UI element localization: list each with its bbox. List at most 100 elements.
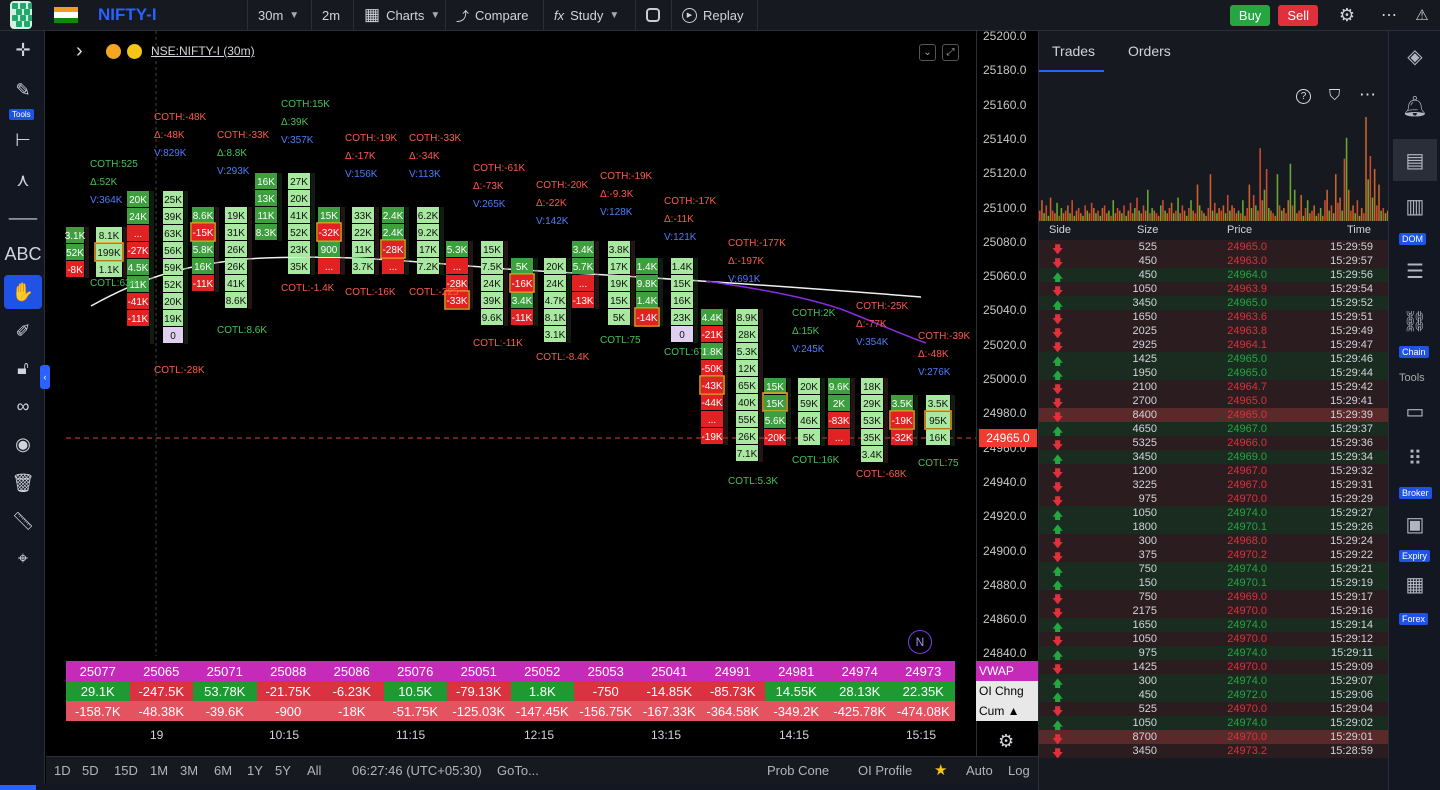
buy-button[interactable]: Buy (1229, 4, 1271, 26)
trade-row[interactable]: 🡇 1650 24963.6 15:29:51 (1039, 310, 1389, 326)
trade-row[interactable]: 🡅 1425 24965.0 15:29:46 (1039, 352, 1389, 368)
more-horizontal-icon[interactable]: ⋯ (1359, 85, 1376, 104)
prob-cone-button[interactable]: Prob Cone (767, 763, 830, 778)
range-1d[interactable]: 1D (54, 763, 71, 778)
trade-row[interactable]: 🡅 1650 24974.0 15:29:14 (1039, 618, 1389, 634)
lock-icon[interactable]: 🔓︎ (17, 357, 29, 378)
horizontal-line-icon[interactable]: ⸺ (7, 208, 39, 228)
apps-grid-icon[interactable]: ⠿ (1407, 447, 1423, 470)
measure-icon[interactable]: ⊢ (15, 129, 31, 150)
collapse-icon[interactable]: ⌄ (919, 44, 936, 61)
trade-row[interactable]: 🡇 525 24970.0 15:29:04 (1039, 702, 1389, 718)
dom-icon[interactable]: ▥ (1405, 195, 1425, 218)
study-dropdown[interactable]: fx Study ▼ (544, 0, 636, 31)
trade-row[interactable]: 🡇 5325 24966.0 15:29:36 (1039, 436, 1389, 452)
interval-dropdown[interactable]: 30m ▼ (248, 0, 312, 31)
range-all[interactable]: All (307, 763, 322, 778)
range-1m[interactable]: 1M (150, 763, 169, 778)
trade-row[interactable]: 🡇 3450 24973.2 15:28:59 (1039, 744, 1389, 760)
alert-triangle-icon[interactable]: ⚠ (1415, 7, 1429, 24)
star-icon[interactable]: ★ (934, 762, 948, 779)
magnet-icon[interactable]: ⌖ (17, 547, 29, 568)
trade-row[interactable]: 🡅 450 24964.0 15:29:56 (1039, 268, 1389, 284)
oi-profile-button[interactable]: OI Profile (858, 763, 913, 778)
clock[interactable]: 06:27:46 (UTC+05:30) (352, 763, 482, 778)
trade-row[interactable]: 🡇 2025 24963.8 15:29:49 (1039, 324, 1389, 340)
chart-symbol-label[interactable]: NSE:NIFTY-I (30m) (151, 44, 255, 58)
trade-row[interactable]: 🡅 750 24974.0 15:29:21 (1039, 562, 1389, 578)
price-scale[interactable]: 25200.0 25180.0 25160.0 25140.0 25120.0 25100… (976, 29, 1038, 756)
trade-row[interactable]: 🡇 3225 24967.0 15:29:31 (1039, 478, 1389, 494)
time-axis[interactable]: 19 10:15 11:15 12:15 13:15 14:15 15:15 (46, 724, 976, 756)
link-icon[interactable]: ∞ (16, 395, 30, 416)
interval-2m-button[interactable]: 2m (312, 0, 354, 31)
trade-row[interactable]: 🡇 300 24968.0 15:29:24 (1039, 534, 1389, 550)
chart-settings-gear-icon[interactable]: ⚙ (998, 731, 1015, 751)
trade-row[interactable]: 🡇 1050 24970.0 15:29:12 (1039, 632, 1389, 648)
trade-row[interactable]: 🡇 1200 24967.0 15:29:32 (1039, 464, 1389, 480)
goto-button[interactable]: GoTo... (497, 763, 539, 778)
help-icon[interactable]: ? (1296, 89, 1311, 104)
collapse-left-icon[interactable]: ‹ (40, 365, 50, 389)
instagram-button[interactable] (636, 0, 672, 31)
symbol-selector[interactable]: NIFTY-I (98, 0, 248, 31)
calendar-icon[interactable]: ▦ (1405, 573, 1425, 596)
trade-row[interactable]: 🡇 2700 24965.0 15:29:41 (1039, 394, 1389, 410)
pencil-icon[interactable]: ✎ (15, 79, 31, 100)
range-1y[interactable]: 1Y (247, 763, 263, 778)
trade-row[interactable]: 🡅 1050 24974.0 15:29:02 (1039, 716, 1389, 732)
eye-icon[interactable]: ◉ (15, 433, 31, 454)
trade-row[interactable]: 🡅 450 24972.0 15:29:06 (1039, 688, 1389, 704)
tab-orders[interactable]: Orders (1128, 43, 1171, 59)
crosshair-icon[interactable]: ✛ (15, 39, 31, 60)
document-icon[interactable]: ▣ (1405, 513, 1425, 536)
trade-row[interactable]: 🡅 3450 24965.0 15:29:52 (1039, 296, 1389, 312)
trade-row[interactable]: 🡇 1425 24970.0 15:29:09 (1039, 660, 1389, 676)
tab-trades[interactable]: Trades (1052, 43, 1096, 59)
trade-row[interactable]: 🡅 975 24974.0 15:29:11 (1039, 646, 1389, 662)
trade-row[interactable]: 🡅 4650 24967.0 15:29:37 (1039, 422, 1389, 438)
log-button[interactable]: Log (1008, 763, 1030, 778)
brush-icon[interactable]: ✐ (15, 320, 31, 341)
orderbook-icon[interactable]: ▤ (1393, 139, 1437, 181)
filter-icon[interactable]: ⛉ (1329, 87, 1341, 104)
layers-icon[interactable]: ◈ (1407, 45, 1423, 68)
trade-row[interactable]: 🡇 375 24970.2 15:29:22 (1039, 548, 1389, 564)
range-5y[interactable]: 5Y (275, 763, 291, 778)
hand-icon[interactable]: ✋ (4, 275, 42, 309)
app-logo[interactable] (0, 0, 42, 31)
text-tool-icon[interactable]: ABC (4, 243, 42, 264)
charts-dropdown[interactable]: ▦ Charts ▼ (354, 0, 446, 31)
trade-row[interactable]: 🡅 300 24974.0 15:29:07 (1039, 674, 1389, 690)
list-icon[interactable]: ☰ (1406, 260, 1424, 283)
sell-button[interactable]: Sell (1278, 4, 1318, 26)
trade-row[interactable]: 🡅 1800 24970.1 15:29:26 (1039, 520, 1389, 536)
auto-button[interactable]: Auto (966, 763, 993, 778)
trade-row[interactable]: 🡅 1950 24965.0 15:29:44 (1039, 366, 1389, 382)
trade-row[interactable]: 🡇 975 24970.0 15:29:29 (1039, 492, 1389, 508)
trash-icon[interactable]: 🗑︎ (11, 472, 35, 493)
trade-row[interactable]: 🡇 2175 24970.0 15:29:16 (1039, 604, 1389, 620)
trade-row[interactable]: 🡇 750 24969.0 15:29:17 (1039, 590, 1389, 606)
trade-row[interactable]: 🡇 525 24965.0 15:29:59 (1039, 240, 1389, 256)
pattern-icon[interactable]: ⋏ (16, 169, 30, 190)
trade-row[interactable]: 🡇 2100 24964.7 15:29:42 (1039, 380, 1389, 396)
server-icon[interactable]: ▭ (1405, 400, 1425, 423)
fullscreen-icon[interactable]: ⤢ (942, 44, 959, 61)
range-5d[interactable]: 5D (82, 763, 99, 778)
bell-icon[interactable]: 🔔︎ (1402, 95, 1428, 118)
range-3m[interactable]: 3M (180, 763, 199, 778)
gear-icon[interactable]: ⚙ (1338, 4, 1356, 25)
compare-button[interactable]: ⤴ Compare (446, 0, 544, 31)
replay-button[interactable]: ▶ Replay (672, 0, 758, 31)
n-badge[interactable]: N (908, 630, 932, 654)
trade-row[interactable]: 🡅 150 24970.1 15:29:19 (1039, 576, 1389, 592)
trade-row[interactable]: 🡇 8400 24965.0 15:29:39 (1039, 408, 1389, 424)
more-horizontal-icon[interactable]: ⋯ (1381, 7, 1397, 24)
range-15d[interactable]: 15D (114, 763, 138, 778)
trade-row[interactable]: 🡇 1050 24963.9 15:29:54 (1039, 282, 1389, 298)
trade-row[interactable]: 🡇 2925 24964.1 15:29:47 (1039, 338, 1389, 354)
chevron-right-icon[interactable]: › (76, 40, 83, 62)
ruler-icon[interactable]: 📏︎ (11, 510, 35, 531)
range-6m[interactable]: 6M (214, 763, 233, 778)
